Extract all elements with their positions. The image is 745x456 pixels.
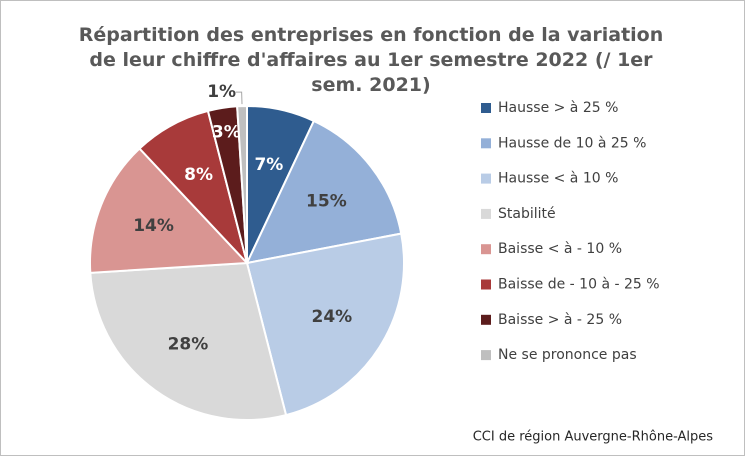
chart-title: Répartition des entreprises en fonction … [78,24,664,96]
pie-slice [245,119,403,265]
data-label: 24% [311,307,352,327]
data-label: 7% [254,155,283,175]
legend-swatch [481,314,491,325]
source: CCI de région Auvergne-Rhône-Alpes [473,430,713,445]
legend-label: Hausse > à 25 % [498,100,618,116]
data-label: 8% [184,165,213,185]
data-label: 3% [212,123,241,143]
data-label: 28% [168,334,209,354]
pie-slice [89,261,288,421]
pie-slice [236,104,248,264]
legend-swatch [481,138,491,149]
leader-line [235,91,243,105]
pie-slice [245,232,405,417]
data-label: 14% [133,216,174,236]
legend-swatch [481,279,491,290]
legend-label: Stabilité [498,206,556,222]
data-label: 1% [207,82,236,102]
legend-swatch [481,244,491,255]
pie-slice [89,147,250,274]
legend-label: Hausse < à 10 % [498,171,618,187]
legend-label: Hausse de 10 à 25 % [498,135,646,151]
legend-swatch [481,208,491,219]
legend-label: Baisse de - 10 à - 25 % [498,277,660,293]
legend-swatch [481,103,491,113]
legend-swatch [481,350,491,361]
legend-label: Baisse < à - 10 % [498,241,622,257]
legend-swatch [481,173,491,184]
legend-label: Baisse > à - 25 % [498,312,622,328]
data-label: 15% [306,191,347,211]
legend-label: Ne se prononce pas [498,347,637,363]
